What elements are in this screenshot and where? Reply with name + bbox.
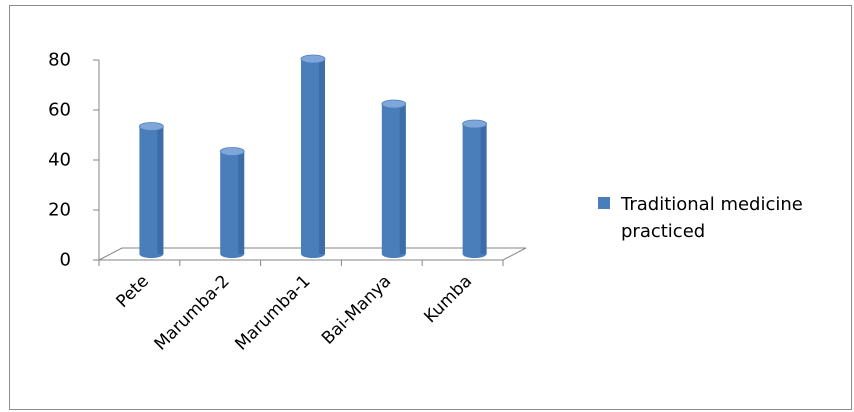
y-tick-label: 60	[48, 100, 71, 121]
bar	[462, 119, 488, 258]
bar	[300, 54, 326, 258]
bar-shade	[238, 151, 245, 254]
x-category-label: Bai-Manya	[318, 271, 395, 348]
y-tick-label: 20	[48, 200, 71, 221]
bar	[381, 99, 407, 258]
x-category-label: Marumba-2	[151, 271, 234, 354]
legend-swatch	[598, 197, 610, 209]
bar-shade	[157, 126, 164, 254]
x-category-label: Kumba	[420, 271, 476, 327]
bar-shade	[480, 124, 487, 254]
bar-top	[462, 119, 488, 129]
chart-frame: 0 20 40 60 80 Pete Marumba-2 Marumba-1 Bai-Manya…	[9, 5, 852, 410]
x-category-label: Marumba-1	[231, 271, 314, 354]
bar-top	[381, 99, 407, 109]
bar-top	[138, 122, 164, 131]
y-tick-label: 0	[60, 250, 71, 271]
x-category-label: Pete	[112, 271, 152, 311]
y-tick-label: 40	[48, 150, 71, 171]
bar	[219, 147, 245, 258]
bar	[138, 122, 164, 258]
legend-label: Traditional medicine practiced	[621, 194, 803, 242]
y-tick-label: 80	[48, 50, 71, 71]
bar-top	[219, 147, 245, 156]
bar-shade	[399, 104, 406, 254]
bar-top	[300, 54, 326, 64]
bar-shade	[319, 59, 325, 254]
